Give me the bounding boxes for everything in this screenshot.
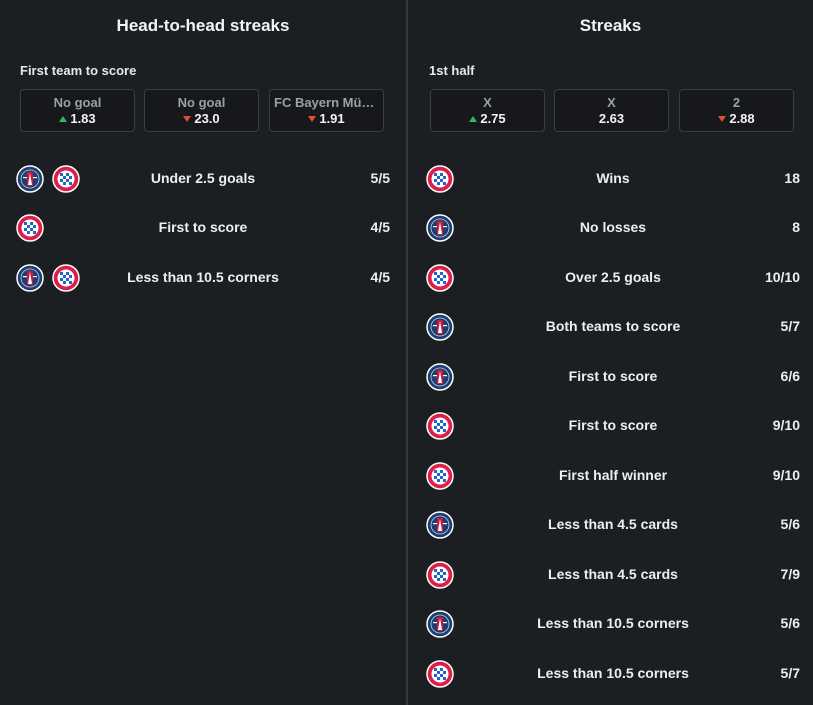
streak-label: First half winner <box>558 467 668 483</box>
psg-logo-icon <box>426 610 454 638</box>
streak-value: 6/6 <box>780 368 800 384</box>
h2h-odds-button-3[interactable]: FC Bayern München 1.91 <box>269 89 384 132</box>
odds-label: 2 <box>732 95 741 110</box>
arrow-down-icon <box>183 116 192 122</box>
streak-label: Less than 4.5 cards <box>548 566 678 582</box>
streak-label: Both teams to score <box>545 318 681 334</box>
h2h-title: Head-to-head streaks <box>116 16 290 35</box>
bayern-logo-icon <box>426 165 454 193</box>
odds-value: 2.88 <box>680 111 793 126</box>
arrow-up-icon <box>59 116 68 122</box>
psg-logo-icon <box>16 165 44 193</box>
streak-label: Less than 4.5 cards <box>548 516 678 532</box>
bayern-logo-icon <box>16 214 44 242</box>
streaks-odds-button-1[interactable]: X 2.75 <box>430 89 545 132</box>
streak-row: Both teams to score 5/7 <box>426 312 800 342</box>
streak-value: 4/5 <box>370 269 390 285</box>
streaks-title: Streaks <box>579 16 642 35</box>
streak-row: Less than 4.5 cards 5/6 <box>426 510 800 540</box>
odds-value: 2.63 <box>598 111 625 126</box>
bayern-logo-icon <box>426 264 454 292</box>
streaks-sublabel: 1st half <box>429 63 475 78</box>
streak-value: 9/10 <box>772 417 800 433</box>
odds-label: No goal <box>53 95 102 110</box>
odds-label: X <box>483 95 492 110</box>
h2h-streaks-panel: Head-to-head streaks First team to score… <box>0 0 406 705</box>
odds-value: 23.0 <box>145 111 258 126</box>
streak-row: First to score 9/10 <box>426 411 800 441</box>
streak-value: 18 <box>784 170 800 186</box>
streak-value: 9/10 <box>772 467 800 483</box>
odds-value: 2.75 <box>431 111 544 126</box>
streak-value: 5/7 <box>780 665 800 681</box>
streak-label: First to score <box>568 368 658 384</box>
odds-label: No goal <box>177 95 226 110</box>
streak-value: 10/10 <box>764 269 800 285</box>
streak-label: Under 2.5 goals <box>150 170 256 186</box>
streaks-panel: Streaks 1st half X 2.75 X 2.63 2 2.88 Wi… <box>408 0 813 705</box>
psg-logo-icon <box>426 363 454 391</box>
streak-value: 4/5 <box>370 219 390 235</box>
psg-logo-icon <box>426 313 454 341</box>
streaks-odds-button-2[interactable]: X 2.63 <box>554 89 669 132</box>
arrow-down-icon <box>308 116 317 122</box>
streak-value: 8 <box>792 219 800 235</box>
streak-row: Wins 18 <box>426 164 800 194</box>
odds-label: X <box>607 95 616 110</box>
bayern-logo-icon <box>52 165 80 193</box>
bayern-logo-icon <box>426 561 454 589</box>
streak-row: First half winner 9/10 <box>426 461 800 491</box>
streak-value: 5/6 <box>780 615 800 631</box>
bayern-logo-icon <box>426 462 454 490</box>
streak-label: Over 2.5 goals <box>565 269 661 285</box>
streak-row: No losses 8 <box>426 213 800 243</box>
streak-label: Wins <box>596 170 630 186</box>
bayern-logo-icon <box>426 660 454 688</box>
h2h-odds-button-1[interactable]: No goal 1.83 <box>20 89 135 132</box>
streak-label: Less than 10.5 corners <box>537 615 689 631</box>
streak-value: 5/6 <box>780 516 800 532</box>
bayern-logo-icon <box>426 412 454 440</box>
streak-label: Less than 10.5 corners <box>127 269 279 285</box>
psg-logo-icon <box>426 511 454 539</box>
streak-row: Over 2.5 goals 10/10 <box>426 263 800 293</box>
streak-row: Less than 10.5 corners 4/5 <box>16 263 390 293</box>
streak-value: 7/9 <box>780 566 800 582</box>
streak-row: Under 2.5 goals 5/5 <box>16 164 390 194</box>
h2h-sublabel: First team to score <box>20 63 137 78</box>
streak-row: First to score 6/6 <box>426 362 800 392</box>
h2h-odds-button-2[interactable]: No goal 23.0 <box>144 89 259 132</box>
streak-row: Less than 10.5 corners 5/7 <box>426 659 800 689</box>
streak-label: No losses <box>579 219 647 235</box>
psg-logo-icon <box>16 264 44 292</box>
streak-value: 5/7 <box>780 318 800 334</box>
odds-value: 1.83 <box>21 111 134 126</box>
panel-divider <box>406 0 408 705</box>
streak-row: First to score 4/5 <box>16 213 390 243</box>
streak-label: First to score <box>158 219 248 235</box>
streaks-odds-button-3[interactable]: 2 2.88 <box>679 89 794 132</box>
odds-value: 1.91 <box>270 111 383 126</box>
psg-logo-icon <box>426 214 454 242</box>
odds-label: FC Bayern München <box>274 95 383 110</box>
streak-label: Less than 10.5 corners <box>537 665 689 681</box>
streak-row: Less than 4.5 cards 7/9 <box>426 560 800 590</box>
streak-label: First to score <box>568 417 658 433</box>
arrow-up-icon <box>469 116 478 122</box>
streak-value: 5/5 <box>370 170 390 186</box>
arrow-down-icon <box>718 116 727 122</box>
bayern-logo-icon <box>52 264 80 292</box>
streak-row: Less than 10.5 corners 5/6 <box>426 609 800 639</box>
